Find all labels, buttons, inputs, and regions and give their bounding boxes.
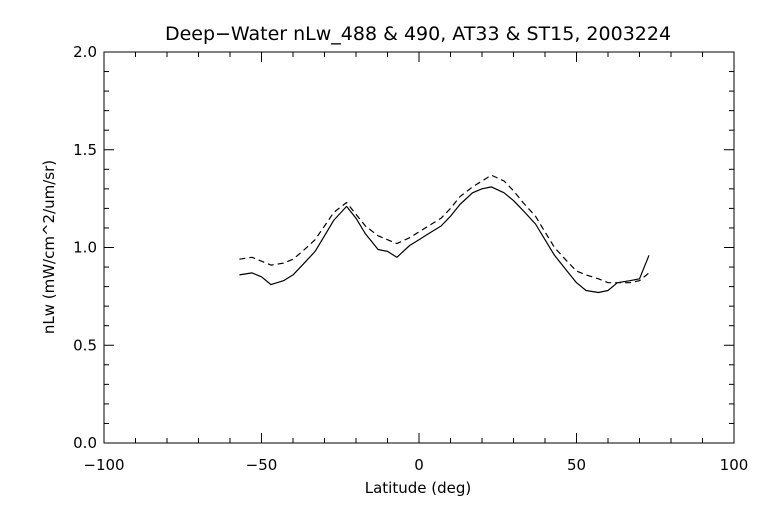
x-tick-label: 0 — [414, 456, 424, 474]
x-tick-label: 50 — [567, 456, 586, 474]
x-tick-label: 100 — [720, 456, 749, 474]
series-layer — [239, 174, 650, 294]
y-axis-label: nLw (mW/cm^2/um/sr) — [40, 160, 58, 334]
y-tick-label: 0.0 — [73, 434, 97, 452]
y-tick-label: 0.5 — [73, 336, 97, 354]
plot-frame — [103, 51, 735, 444]
x-axis-label: Latitude (deg) — [365, 479, 471, 497]
x-tick-label: −100 — [83, 456, 124, 474]
y-tick-label: 1.5 — [73, 141, 97, 159]
x-tick-label: −50 — [246, 456, 278, 474]
axes: −100 −50 0 50 100 0.0 0.5 1.0 1.5 2.0 — [73, 43, 748, 474]
y-tick-label: 1.0 — [73, 239, 97, 257]
series-line-1-solid — [239, 186, 650, 294]
y-tick-label: 2.0 — [73, 43, 97, 61]
series-line-2-dashed — [239, 174, 650, 284]
chart-title: Deep−Water nLw_488 & 490, AT33 & ST15, 2… — [165, 23, 671, 45]
